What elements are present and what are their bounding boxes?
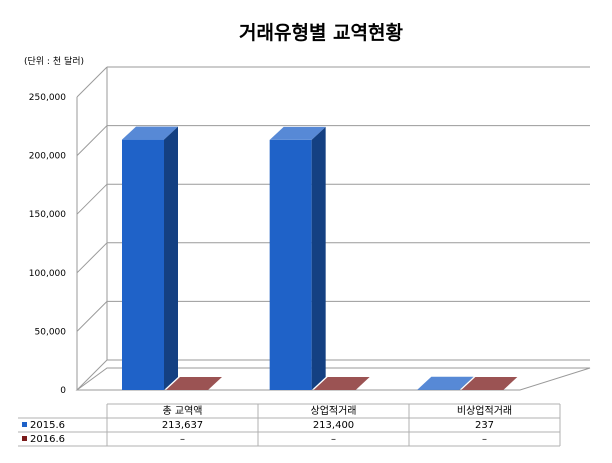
y-tick-label: 100,000	[29, 269, 66, 279]
y-tick-label: 150,000	[29, 210, 66, 220]
data-label: –	[180, 434, 185, 445]
bar-2015.6-0	[122, 126, 178, 391]
bar-2015.6-2	[417, 376, 474, 390]
data-label: –	[482, 434, 487, 445]
bar-top	[313, 377, 370, 390]
gridline-side	[76, 359, 108, 391]
legend-swatch	[22, 436, 27, 441]
y-tick-label: 50,000	[35, 327, 67, 337]
legend-swatch	[22, 422, 27, 427]
bar-top	[269, 126, 326, 140]
bar-2016.6-2	[461, 377, 518, 390]
data-label: 213,400	[313, 420, 354, 431]
bar-top	[166, 377, 222, 390]
bar-top	[122, 126, 178, 140]
gridline-side	[76, 125, 108, 156]
data-label: 213,637	[162, 420, 203, 431]
legend-label: 2016.6	[30, 434, 65, 445]
bar-2016.6-0	[166, 377, 222, 390]
data-table: 총 교역액 213,637 – 상업적거래 213,400 – 비상업적거래 237 – 2015…	[18, 403, 561, 447]
bar-front	[269, 139, 312, 390]
bars	[122, 126, 518, 391]
gridline-side	[76, 66, 108, 98]
category-label: 총 교역액	[163, 405, 203, 417]
bar-front	[122, 139, 164, 390]
category-label: 비상업적거래	[457, 404, 512, 417]
bar-2016.6-1	[313, 377, 370, 390]
gridline-side	[76, 301, 108, 332]
chart-title: 거래유형별 교역현황	[239, 21, 403, 44]
y-tick-label: 250,000	[29, 93, 66, 103]
gridlines	[76, 66, 590, 391]
bar-top	[417, 376, 474, 390]
bar-side	[164, 126, 178, 391]
category-label: 상업적거래	[311, 404, 357, 417]
bar-top	[461, 377, 518, 390]
gridline-side	[76, 183, 108, 215]
y-tick-label: 0	[60, 386, 66, 396]
gridline-side	[76, 242, 108, 274]
legend-label: 2015.6	[30, 420, 65, 431]
bar-2015.6-1	[269, 126, 326, 390]
data-label: 237	[475, 420, 494, 431]
data-label: –	[331, 434, 336, 445]
unit-label: (단위 : 천 달러)	[24, 55, 84, 67]
y-tick-label: 200,000	[29, 152, 66, 162]
bar-side	[459, 376, 474, 390]
y-axis: 0 50,000 100,000 150,000 200,000 250,000	[29, 93, 66, 396]
bar-side	[311, 126, 326, 390]
